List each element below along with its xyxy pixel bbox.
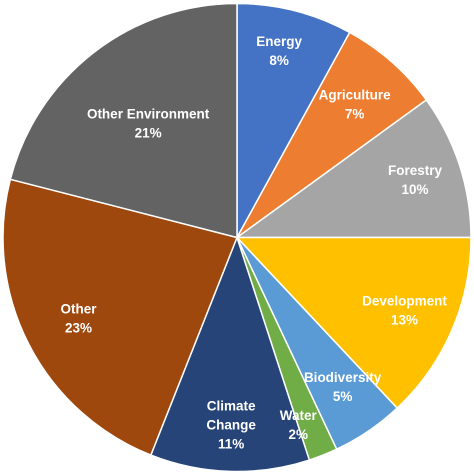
pie-category-label: Forestry: [388, 163, 443, 178]
pie-slice-other: [2, 178, 239, 457]
pie-category-label: Other Environment: [87, 106, 210, 121]
pie-slice-forestry: [234, 98, 472, 239]
pie-category-label: Water: [280, 408, 318, 423]
pie-label-other-environment: Other Environment 21%: [87, 106, 210, 140]
pie-value-label: 2%: [289, 427, 309, 442]
pie-category-label: Development: [362, 293, 447, 308]
pie-value-label: 13%: [391, 312, 418, 327]
pie-category-label: Agriculture: [319, 88, 392, 103]
pie-category-label: Other: [61, 302, 98, 317]
pie-label-water: Water 2%: [280, 408, 318, 442]
pie-label-energy: Energy 8%: [256, 34, 302, 68]
pie-value-label: 7%: [345, 107, 365, 122]
pie-value-label: 21%: [135, 125, 162, 140]
pie-value-label: 5%: [333, 389, 353, 404]
labels-layer: Energy 8% Agriculture 7% Forestry 10% Developm…: [61, 34, 448, 452]
pie-slice-agriculture: [236, 31, 428, 239]
pie-label-development: Development 13%: [362, 293, 447, 327]
pie-category-label: Change: [206, 418, 256, 433]
pie-slice-other-environment: [9, 2, 238, 239]
pie-value-label: 8%: [269, 53, 289, 68]
pie-value-label: 11%: [218, 437, 244, 452]
pie-value-label: 10%: [402, 182, 429, 197]
pie-category-label: Biodiversity: [304, 370, 382, 385]
pie-label-climate-change: Climate Change 11%: [206, 399, 256, 452]
pie-category-label: Energy: [256, 34, 302, 49]
pie-label-biodiversity: Biodiversity 5%: [304, 370, 382, 404]
pie-slice-development: [235, 236, 472, 410]
pie-label-other: Other 23%: [61, 302, 98, 336]
pie-value-label: 23%: [65, 321, 92, 336]
pie-slice-climate-change: [149, 235, 311, 473]
pie-label-forestry: Forestry 10%: [388, 163, 443, 197]
pie-category-label: Climate: [207, 399, 256, 414]
pie-label-agriculture: Agriculture 7%: [319, 88, 392, 122]
pie-slice-energy: [236, 2, 351, 238]
